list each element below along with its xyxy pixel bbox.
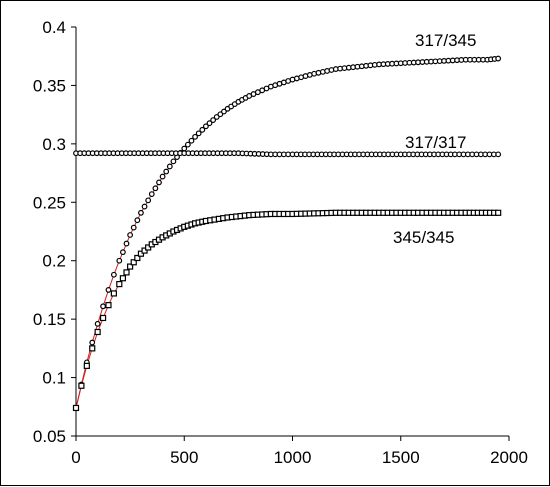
y-tick-label: 0.4 — [42, 18, 66, 37]
data-point-series-0 — [89, 339, 96, 346]
data-point-series-0 — [145, 197, 152, 204]
y-ticks: 0.05 0.1 0.15 0.2 0.25 0.3 0.35 0.4 — [33, 18, 76, 446]
y-tick-label: 0.2 — [42, 252, 66, 271]
data-point-series-0 — [210, 117, 217, 123]
data-point-series-0 — [170, 158, 177, 165]
data-point-series-0 — [159, 173, 166, 180]
data-point-series-0 — [148, 191, 155, 198]
data-point-series-2 — [110, 290, 117, 297]
series-label-345-345: 345/345 — [393, 228, 454, 247]
data-point-series-2 — [141, 247, 148, 254]
data-point-series-2 — [127, 263, 134, 270]
data-point-series-2 — [134, 254, 141, 262]
data-point-series-0 — [163, 168, 170, 175]
data-point-series-0 — [195, 130, 202, 137]
data-point-series-0 — [495, 55, 502, 62]
data-point-series-2 — [123, 269, 130, 276]
data-point-series-0 — [184, 141, 191, 148]
data-point-series-0 — [217, 111, 224, 118]
data-point-series-2 — [78, 382, 85, 389]
data-point-series-0 — [202, 123, 209, 130]
data-point-series-2 — [119, 275, 127, 282]
data-point-series-2 — [495, 209, 502, 216]
y-tick-label: 0.3 — [42, 135, 66, 154]
data-point-series-0 — [138, 209, 144, 216]
data-point-series-0 — [188, 137, 195, 144]
data-point-series-2 — [83, 362, 90, 369]
data-point-series-1 — [495, 151, 502, 158]
x-tick-label: 0 — [71, 448, 80, 467]
data-point-series-2 — [72, 404, 80, 412]
x-tick-label: 1500 — [382, 448, 420, 467]
data-point-series-0 — [134, 217, 141, 224]
data-point-series-0 — [127, 232, 134, 238]
data-point-series-2 — [105, 302, 112, 309]
data-point-series-2 — [137, 250, 145, 257]
data-point-series-2 — [145, 244, 152, 251]
data-point-series-0 — [213, 114, 220, 120]
data-point-series-0 — [181, 145, 188, 152]
data-point-series-0 — [123, 240, 130, 247]
data-point-series-0 — [199, 126, 206, 133]
data-point-series-0 — [221, 108, 227, 115]
data-point-series-0 — [105, 287, 112, 293]
data-point-series-0 — [206, 120, 213, 127]
data-point-series-0 — [116, 257, 123, 264]
data-point-series-0 — [100, 303, 106, 310]
y-tick-label: 0.25 — [33, 193, 66, 212]
data-point-series-0 — [94, 320, 101, 327]
y-tick-label: 0.35 — [33, 76, 66, 95]
data-point-series-0 — [192, 133, 198, 140]
data-point-series-2 — [116, 280, 123, 288]
x-tick-label: 2000 — [490, 448, 528, 467]
data-markers — [72, 55, 502, 412]
data-point-series-0 — [130, 224, 137, 231]
data-point-series-0 — [166, 163, 173, 170]
x-tick-label: 1000 — [274, 448, 312, 467]
data-point-series-2 — [94, 328, 101, 336]
x-ticks: 0 500 1000 1500 2000 — [71, 436, 528, 467]
series-labels: 317/345 317/317 345/345 — [393, 31, 476, 247]
x-tick-label: 500 — [170, 448, 198, 467]
series-label-317-345: 317/345 — [415, 31, 476, 50]
data-point-series-2 — [130, 259, 137, 266]
y-tick-label: 0.15 — [33, 310, 66, 329]
data-point-series-2 — [89, 345, 96, 352]
data-point-series-0 — [141, 203, 148, 210]
data-point-series-0 — [120, 249, 126, 256]
y-tick-label: 0.1 — [42, 369, 66, 388]
data-point-series-0 — [156, 179, 162, 186]
data-point-series-0 — [152, 185, 159, 192]
series-label-317-317: 317/317 — [405, 133, 466, 152]
y-tick-label: 0.05 — [33, 427, 66, 446]
data-point-series-2 — [99, 314, 107, 322]
data-point-series-0 — [110, 271, 117, 278]
